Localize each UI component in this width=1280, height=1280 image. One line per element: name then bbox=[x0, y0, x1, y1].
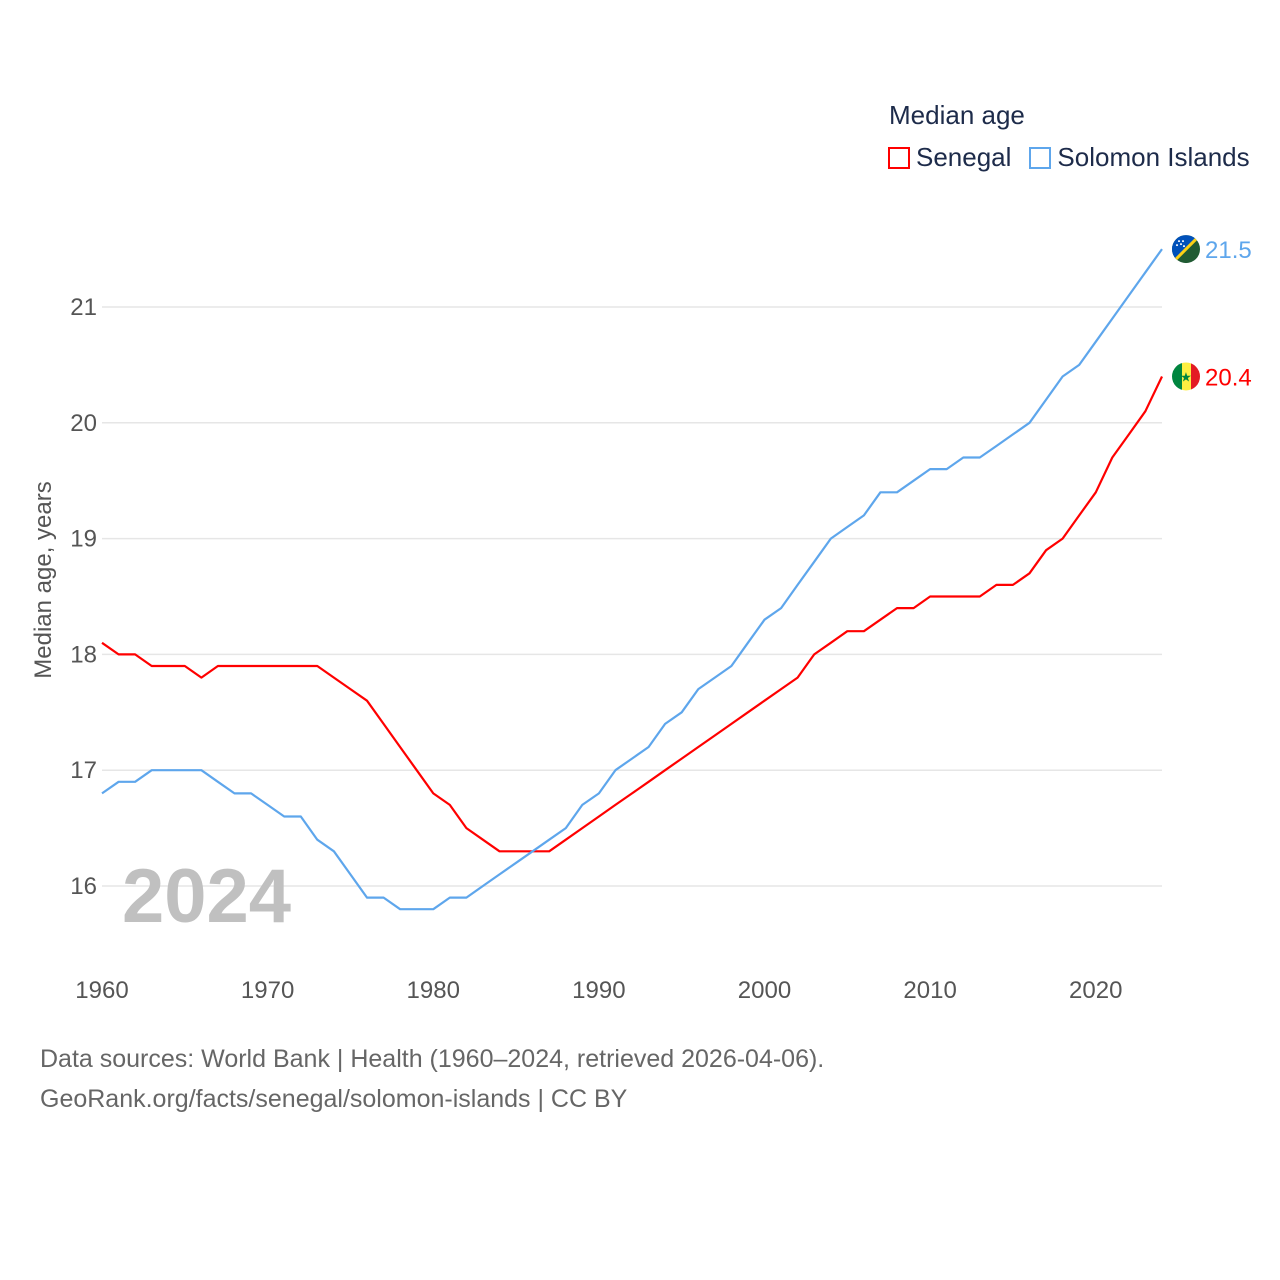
end-value-label: 21.5 bbox=[1205, 237, 1252, 264]
solomon-islands-flag-icon bbox=[1172, 235, 1200, 264]
y-tick-label: 18 bbox=[70, 641, 97, 668]
y-axis-label: Median age, years bbox=[30, 481, 57, 678]
svg-text:★: ★ bbox=[1180, 369, 1192, 384]
year-label: 2024 bbox=[122, 854, 291, 939]
x-tick-label: 1980 bbox=[407, 977, 460, 1004]
legend-item-solomon-islands[interactable]: Solomon Islands bbox=[1029, 142, 1250, 173]
y-tick-label: 17 bbox=[70, 757, 97, 784]
legend-label: Solomon Islands bbox=[1057, 142, 1250, 172]
legend-title: Median age bbox=[889, 100, 1025, 130]
x-tick-label: 1960 bbox=[75, 977, 128, 1004]
x-tick-label: 2000 bbox=[738, 977, 791, 1004]
series-line-senegal bbox=[101, 376, 1163, 853]
legend-item-senegal[interactable]: Senegal bbox=[888, 142, 1011, 173]
y-tick-label: 21 bbox=[70, 294, 97, 321]
legend-swatch-solomon-islands bbox=[1029, 146, 1052, 169]
x-tick-label: 1970 bbox=[241, 977, 294, 1004]
senegal-flag-icon: ★ bbox=[1172, 362, 1200, 391]
source-line-2[interactable]: GeoRank.org/facts/senegal/solomon-island… bbox=[40, 1085, 628, 1113]
end-value-label: 20.4 bbox=[1205, 364, 1252, 391]
x-tick-label: 1990 bbox=[572, 977, 625, 1004]
y-tick-label: 19 bbox=[70, 526, 97, 553]
x-tick-label: 2010 bbox=[903, 977, 956, 1004]
legend-label: Senegal bbox=[916, 142, 1012, 172]
y-tick-label: 16 bbox=[70, 873, 97, 900]
source-line-1: Data sources: World Bank | Health (1960–… bbox=[40, 1045, 825, 1073]
series-line-solomon-islands bbox=[101, 248, 1163, 911]
x-tick-label: 2020 bbox=[1069, 977, 1122, 1004]
y-tick-label: 20 bbox=[70, 410, 97, 437]
legend-swatch-senegal bbox=[888, 146, 910, 169]
legend: Senegal Solomon Islands bbox=[888, 142, 1250, 173]
